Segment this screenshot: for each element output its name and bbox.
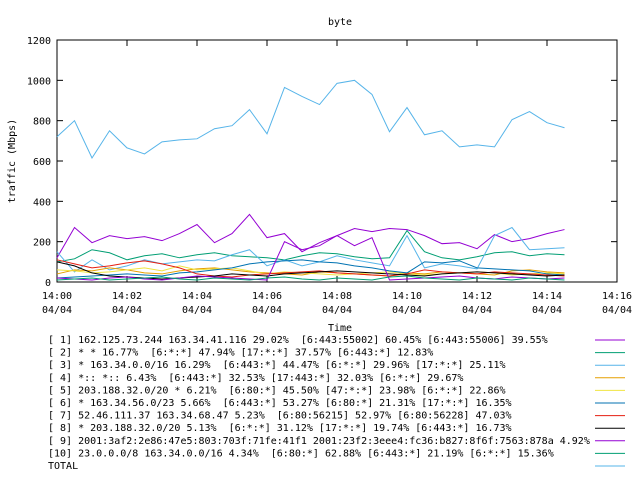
x-tick-date: 04/04 — [252, 305, 282, 316]
y-axis-label: traffic (Mbps) — [7, 119, 18, 203]
legend-label: [ 3] * 163.34.0.0/16 16.29% [6:443:*] 44… — [48, 360, 506, 371]
x-axis-label: Time — [328, 323, 352, 334]
series-line — [56, 261, 565, 280]
y-tick-label: 600 — [33, 157, 51, 168]
x-tick-label: 14:14 — [532, 291, 562, 302]
legend-label: [ 5] 203.188.32.0/20 * 6.21% [6:80:*] 45… — [48, 385, 506, 396]
legend-label: [ 9] 2001:3af2:2e86:47e5:803:703f:71fe:4… — [48, 436, 590, 447]
plot-frame — [56, 39, 618, 283]
x-tick-label: 14:16 — [602, 291, 632, 302]
x-tick-date: 04/04 — [322, 305, 352, 316]
x-tick-label: 14:04 — [182, 291, 212, 302]
x-tick-label: 14:10 — [392, 291, 422, 302]
x-tick-label: 14:06 — [252, 291, 282, 302]
legend-label: [ 2] * * 16.77% [6:*:*] 47.94% [17:*:*] … — [48, 348, 433, 359]
series-line — [56, 265, 565, 276]
x-tick-label: 14:08 — [322, 291, 352, 302]
legend-label: [ 8] * 203.188.32.0/20 5.13% [6:*:*] 31.… — [48, 423, 512, 434]
y-tick-label: 1200 — [27, 36, 51, 47]
x-tick-date: 04/04 — [602, 305, 632, 316]
series-line — [56, 213, 565, 259]
series-line — [56, 79, 565, 160]
x-tick-date: 04/04 — [112, 305, 142, 316]
legend-label: TOTAL — [48, 461, 78, 472]
y-tick-label: 1000 — [27, 76, 51, 87]
y-tick-label: 0 — [45, 278, 51, 289]
x-tick-date: 04/04 — [42, 305, 72, 316]
y-tick-label: 800 — [33, 117, 51, 128]
series-line — [56, 259, 565, 278]
x-tick-label: 14:12 — [462, 291, 492, 302]
x-tick-date: 04/04 — [182, 305, 212, 316]
x-tick-label: 14:00 — [42, 291, 72, 302]
chart-title: byte — [328, 17, 352, 28]
series-line — [56, 259, 565, 279]
series-line — [56, 226, 565, 273]
legend-label: [10] 23.0.0.0/8 163.34.0.0/16 4.34% [6:8… — [48, 448, 554, 459]
series-line — [56, 229, 565, 263]
x-tick-date: 04/04 — [392, 305, 422, 316]
legend-label: [ 7] 52.46.111.37 163.34.68.47 5.23% [6:… — [48, 411, 512, 422]
y-tick-label: 200 — [33, 238, 51, 249]
y-tick-label: 400 — [33, 197, 51, 208]
legend-label: [ 6] * 163.34.56.0/23 5.66% [6:443:*] 53… — [48, 398, 512, 409]
x-tick-date: 04/04 — [462, 305, 492, 316]
x-tick-date: 04/04 — [532, 305, 562, 316]
x-tick-label: 14:02 — [112, 291, 142, 302]
legend-label: [ 1] 162.125.73.244 163.34.41.116 29.02%… — [48, 335, 548, 346]
legend-label: [ 4] *:: *:: 6.43% [6:443:*] 32.53% [17:… — [48, 373, 463, 384]
series-line — [56, 275, 565, 281]
